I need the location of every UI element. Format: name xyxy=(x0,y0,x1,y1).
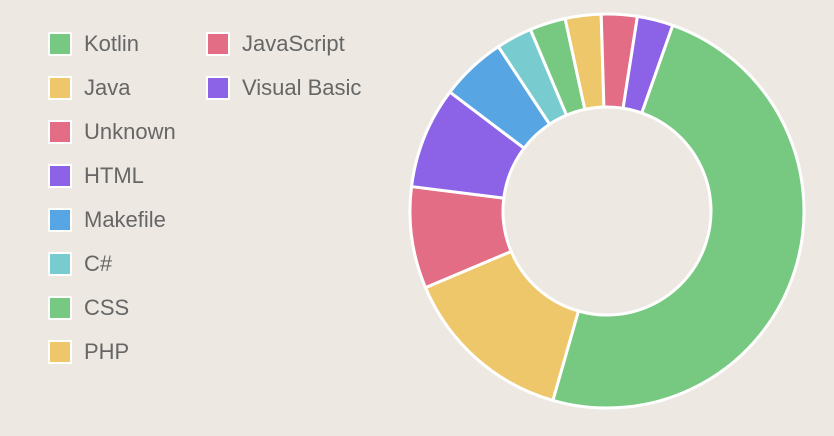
legend-swatch-csharp xyxy=(48,252,72,276)
legend-swatch-unknown xyxy=(48,120,72,144)
donut-slice-java[interactable] xyxy=(423,249,580,402)
donut-slice-kotlin[interactable] xyxy=(551,23,806,410)
legend-label-javascript: JavaScript xyxy=(242,31,345,56)
legend-swatch-php xyxy=(48,340,72,364)
legend-item-makefile[interactable]: Makefile xyxy=(48,205,166,235)
legend-label-makefile: Makefile xyxy=(84,207,166,232)
legend-item-java[interactable]: Java xyxy=(48,73,130,103)
legend-label-java: Java xyxy=(84,75,131,100)
legend-label-kotlin: Kotlin xyxy=(84,31,140,56)
legend-swatch-javascript xyxy=(206,32,230,56)
legend-label-php: PHP xyxy=(84,339,130,364)
legend-item-visual-basic[interactable]: Visual Basic xyxy=(206,73,361,103)
donut-chart xyxy=(408,12,806,410)
legend-item-html[interactable]: HTML xyxy=(48,161,144,191)
legend-item-php[interactable]: PHP xyxy=(48,337,129,367)
legend-swatch-kotlin xyxy=(48,32,72,56)
legend-item-unknown[interactable]: Unknown xyxy=(48,117,176,147)
legend-label-csharp: C# xyxy=(84,251,113,276)
legend-label-css: CSS xyxy=(84,295,130,320)
legend-swatch-css xyxy=(48,296,72,320)
legend-label-html: HTML xyxy=(84,163,144,188)
legend-swatch-makefile xyxy=(48,208,72,232)
legend-swatch-java xyxy=(48,76,72,100)
donut-slices xyxy=(408,12,806,410)
legend-swatch-html xyxy=(48,164,72,188)
donut-slice-visual-basic[interactable] xyxy=(621,14,675,115)
legend-item-kotlin[interactable]: Kotlin xyxy=(48,29,139,59)
chart-legend: Kotlin Java Unknown HTML Makefile C# CSS xyxy=(48,29,408,379)
legend-swatch-visual-basic xyxy=(206,76,230,100)
legend-label-unknown: Unknown xyxy=(84,119,176,144)
legend-item-csharp[interactable]: C# xyxy=(48,249,112,279)
legend-item-javascript[interactable]: JavaScript xyxy=(206,29,345,59)
legend-label-visual-basic: Visual Basic xyxy=(242,75,362,100)
legend-item-css[interactable]: CSS xyxy=(48,293,129,323)
